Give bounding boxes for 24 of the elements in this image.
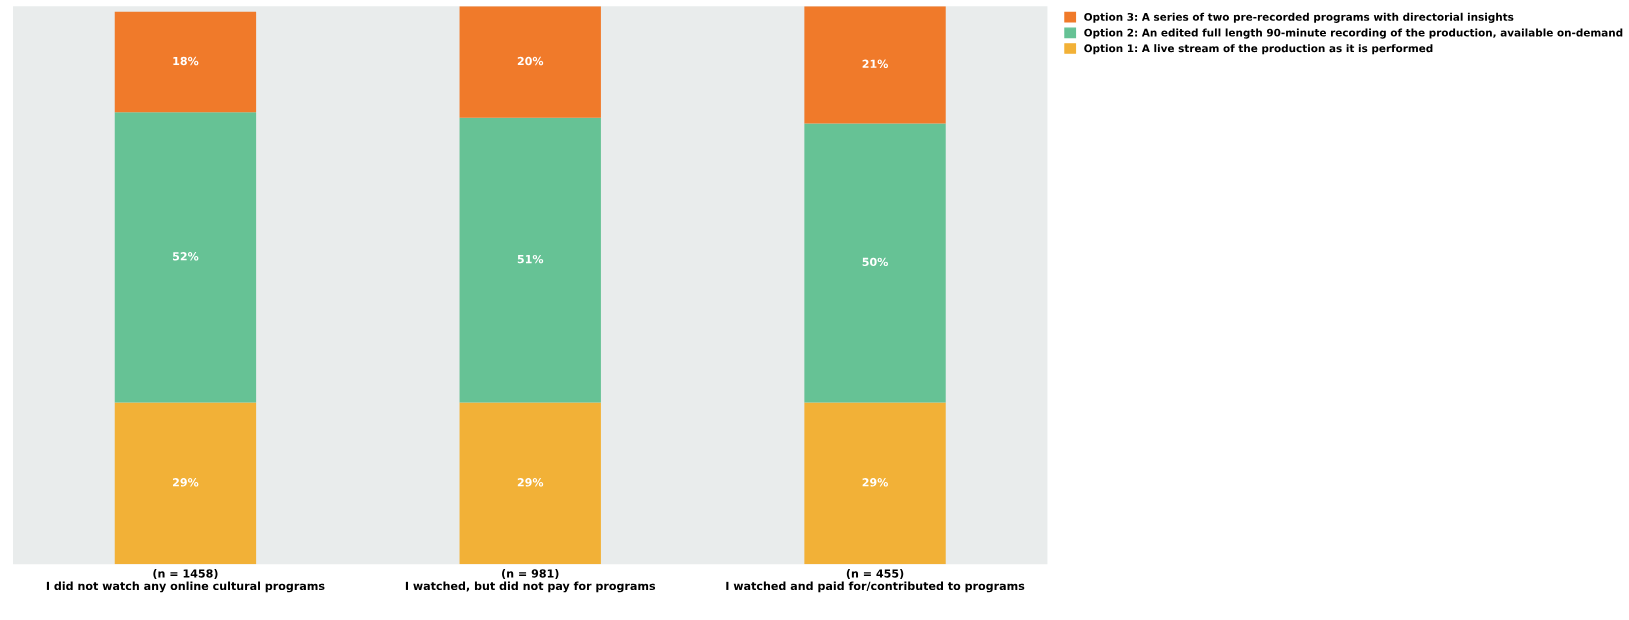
bar	[804, 6, 946, 124]
legend-label: Option 2: An edited full length 90-minute recording of the production, available on-demand	[1084, 28, 1623, 39]
data-label: 29%	[173, 478, 199, 487]
data-label: 18%	[173, 56, 199, 66]
data-label: 29%	[517, 478, 544, 487]
bar	[459, 117, 601, 403]
bar	[804, 402, 946, 565]
data-label: 29%	[862, 478, 888, 487]
bar	[114, 112, 257, 403]
bar	[459, 402, 601, 565]
bar	[114, 402, 257, 565]
data-label: 50%	[862, 257, 888, 267]
x-tick-label: (n = 981) I watched, but did not pay for programs	[405, 569, 656, 593]
legend-label: Option 3: A series of two pre-recorded programs with directorial insights	[1084, 12, 1514, 23]
x-tick-label: (n = 455) I watched and paid for/contributed to programs	[726, 569, 1025, 593]
bar	[459, 6, 601, 118]
data-label: 51%	[517, 254, 544, 264]
bar	[804, 123, 946, 403]
legend-label: Option 1: A live stream of the production as it is performed	[1084, 44, 1433, 55]
x-tick-label: (n = 1458) I did not watch any online cultural programs	[46, 569, 325, 593]
data-label: 21%	[862, 59, 888, 69]
data-label: 20%	[517, 56, 544, 66]
bar	[114, 11, 257, 113]
data-label: 52%	[172, 252, 199, 261]
